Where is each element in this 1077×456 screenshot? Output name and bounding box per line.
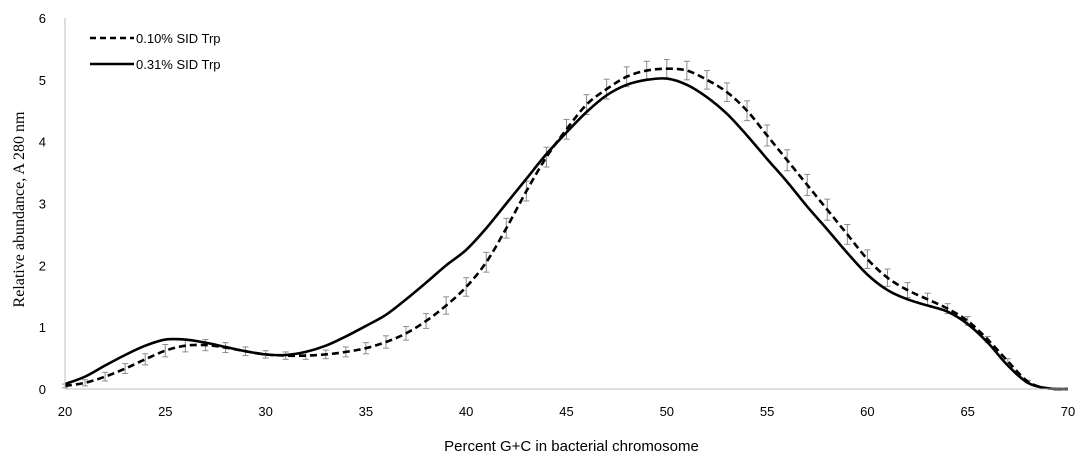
- y-tick-label: 2: [39, 258, 46, 273]
- series-line-solid: [64, 76, 1069, 391]
- plot-area: [62, 58, 1069, 391]
- error-bars: [62, 58, 1051, 390]
- x-tick-label: 30: [258, 404, 272, 419]
- x-tick-label: 35: [359, 404, 373, 419]
- y-tick-label: 1: [39, 320, 46, 335]
- y-tick-label: 3: [39, 197, 46, 212]
- y-tick-label: 5: [39, 73, 46, 88]
- y-tick-label: 4: [39, 135, 46, 150]
- x-axis-title: Percent G+C in bacterial chromosome: [444, 438, 699, 455]
- x-tick-label: 60: [860, 404, 874, 419]
- x-tick-label: 20: [58, 404, 72, 419]
- x-tick-labels: 20 25 30 35 40 45 50 55 60 65 70: [58, 404, 1075, 419]
- x-tick-label: 25: [158, 404, 172, 419]
- x-tick-label: 40: [459, 404, 473, 419]
- x-tick-label: 65: [960, 404, 974, 419]
- legend-label: 0.31% SID Trp: [136, 57, 221, 72]
- x-tick-label: 45: [559, 404, 573, 419]
- y-tick-label: 6: [39, 11, 46, 26]
- x-tick-label: 50: [660, 404, 674, 419]
- series-line-dashed: [64, 67, 1069, 391]
- y-tick-labels: 0 1 2 3 4 5 6: [39, 11, 46, 397]
- x-tick-label: 55: [760, 404, 774, 419]
- x-tick-label: 70: [1061, 404, 1075, 419]
- legend-label: 0.10% SID Trp: [136, 31, 221, 46]
- y-axis-title: Relative abundance, A 280 nm: [11, 111, 28, 308]
- y-tick-label: 0: [39, 382, 46, 397]
- legend: 0.10% SID Trp 0.31% SID Trp: [90, 31, 221, 72]
